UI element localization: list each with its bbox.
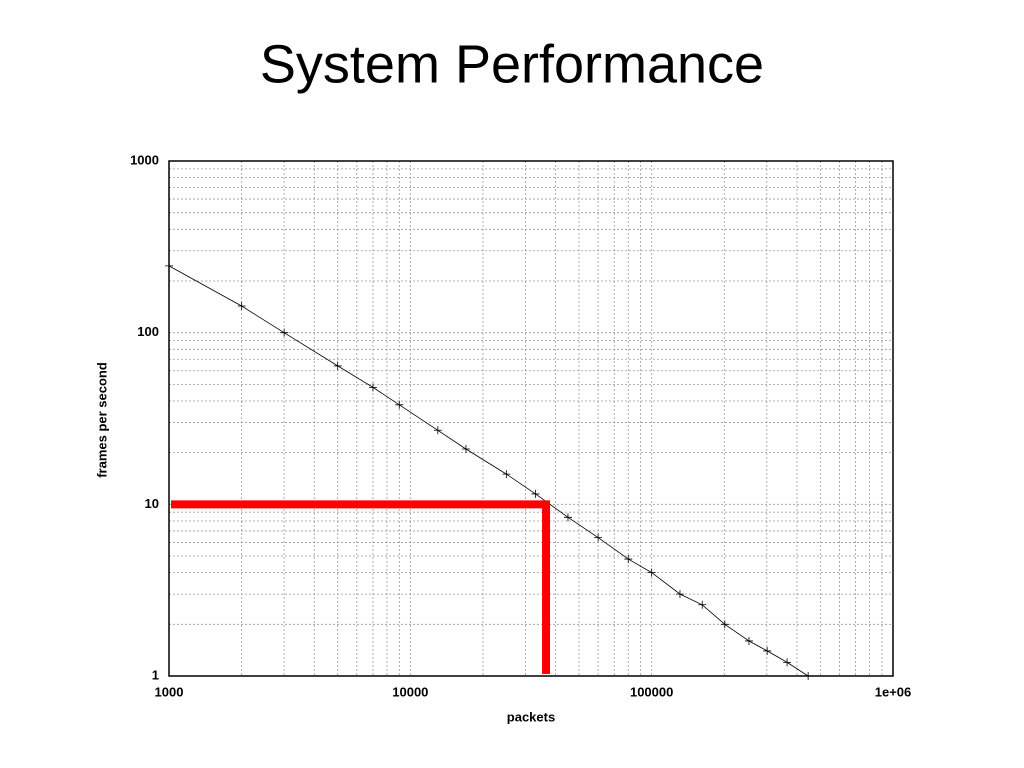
point-marker	[461, 445, 470, 454]
y-tick-label: 1000	[130, 152, 159, 167]
point-marker	[433, 426, 442, 435]
point-marker	[395, 400, 404, 409]
point-marker	[502, 470, 511, 479]
x-tick-label: 100000	[630, 684, 673, 699]
point-marker	[675, 590, 684, 599]
point-marker	[720, 620, 729, 629]
x-axis-label: packets	[507, 709, 555, 724]
point-marker	[624, 555, 633, 564]
data-line	[168, 265, 809, 677]
y-tick-label: 10	[145, 496, 159, 511]
plot-frame	[168, 160, 894, 677]
point-marker	[237, 302, 246, 311]
point-marker	[783, 658, 792, 667]
point-marker	[280, 328, 289, 337]
point-marker	[333, 361, 342, 370]
y-tick-label: 1	[152, 667, 159, 682]
x-tick-label: 1e+06	[875, 684, 912, 699]
point-marker	[165, 261, 173, 270]
x-tick-label: 1000	[155, 684, 184, 699]
point-marker	[368, 383, 377, 392]
highlight-line	[171, 500, 551, 674]
point-marker	[647, 568, 656, 577]
point-marker	[594, 533, 603, 542]
point-marker	[804, 672, 813, 680]
point-marker	[563, 513, 572, 522]
point-marker	[698, 600, 707, 609]
x-tick-label: 10000	[392, 684, 428, 699]
point-marker	[531, 489, 540, 498]
point-marker	[763, 646, 772, 655]
y-tick-label: 100	[137, 324, 159, 339]
chart-title: System Performance	[260, 34, 764, 94]
point-marker	[744, 636, 753, 645]
y-axis-label: frames per second	[94, 362, 109, 478]
